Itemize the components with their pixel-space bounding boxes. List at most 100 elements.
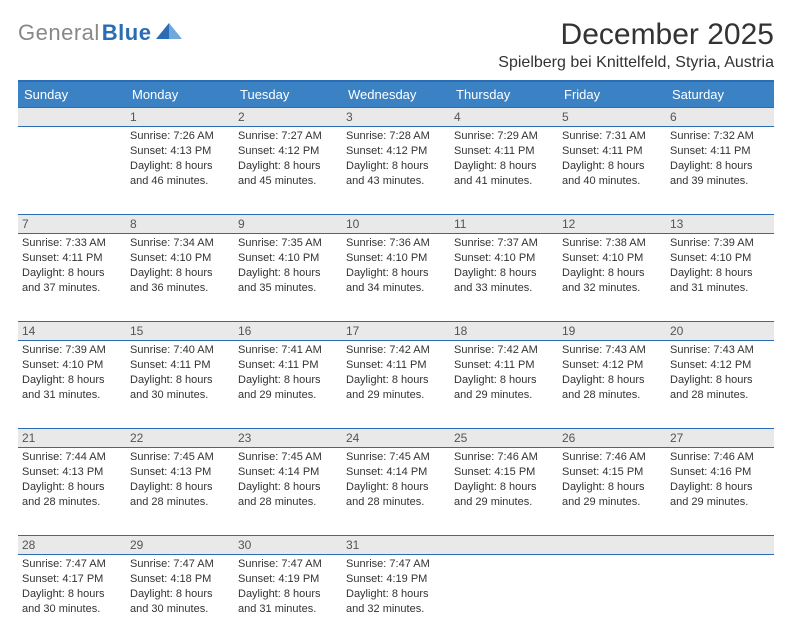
daylight-text: Daylight: 8 hours	[454, 373, 554, 388]
day-content: Sunrise: 7:33 AMSunset: 4:11 PMDaylight:…	[22, 236, 122, 295]
daylight-text: and 28 minutes.	[346, 495, 446, 510]
day-content: Sunrise: 7:45 AMSunset: 4:14 PMDaylight:…	[238, 450, 338, 509]
day-number-cell: 21	[18, 429, 126, 448]
day-content: Sunrise: 7:35 AMSunset: 4:10 PMDaylight:…	[238, 236, 338, 295]
day-content: Sunrise: 7:47 AMSunset: 4:17 PMDaylight:…	[22, 557, 122, 616]
daylight-text: Daylight: 8 hours	[562, 159, 662, 174]
week-row: Sunrise: 7:44 AMSunset: 4:13 PMDaylight:…	[18, 448, 774, 536]
daylight-text: Daylight: 8 hours	[346, 480, 446, 495]
day-number-row: 123456	[18, 108, 774, 127]
daylight-text: Daylight: 8 hours	[454, 266, 554, 281]
day-number-row: 78910111213	[18, 215, 774, 234]
day-number-cell: 5	[558, 108, 666, 127]
day-cell: Sunrise: 7:33 AMSunset: 4:11 PMDaylight:…	[18, 234, 126, 322]
day-cell: Sunrise: 7:47 AMSunset: 4:18 PMDaylight:…	[126, 555, 234, 643]
daylight-text: and 43 minutes.	[346, 174, 446, 189]
sunset-text: Sunset: 4:10 PM	[22, 358, 122, 373]
sunrise-text: Sunrise: 7:27 AM	[238, 129, 338, 144]
sunset-text: Sunset: 4:10 PM	[346, 251, 446, 266]
day-cell: Sunrise: 7:34 AMSunset: 4:10 PMDaylight:…	[126, 234, 234, 322]
week-row: Sunrise: 7:26 AMSunset: 4:13 PMDaylight:…	[18, 127, 774, 215]
title-block: December 2025 Spielberg bei Knittelfeld,…	[498, 18, 774, 72]
sunrise-text: Sunrise: 7:42 AM	[346, 343, 446, 358]
day-number-cell: 1	[126, 108, 234, 127]
sunset-text: Sunset: 4:17 PM	[22, 572, 122, 587]
day-number-cell: 10	[342, 215, 450, 234]
day-cell	[18, 127, 126, 215]
day-number-cell: 3	[342, 108, 450, 127]
sunrise-text: Sunrise: 7:28 AM	[346, 129, 446, 144]
daylight-text: Daylight: 8 hours	[22, 266, 122, 281]
day-cell: Sunrise: 7:37 AMSunset: 4:10 PMDaylight:…	[450, 234, 558, 322]
day-content: Sunrise: 7:43 AMSunset: 4:12 PMDaylight:…	[670, 343, 770, 402]
header: GeneralBlue December 2025 Spielberg bei …	[18, 18, 774, 72]
day-cell: Sunrise: 7:45 AMSunset: 4:14 PMDaylight:…	[342, 448, 450, 536]
day-cell: Sunrise: 7:47 AMSunset: 4:17 PMDaylight:…	[18, 555, 126, 643]
daylight-text: Daylight: 8 hours	[670, 480, 770, 495]
day-number-cell: 23	[234, 429, 342, 448]
day-number-cell: 20	[666, 322, 774, 341]
sunset-text: Sunset: 4:10 PM	[454, 251, 554, 266]
logo-text-blue: Blue	[102, 20, 152, 46]
sunset-text: Sunset: 4:11 PM	[238, 358, 338, 373]
week-row: Sunrise: 7:33 AMSunset: 4:11 PMDaylight:…	[18, 234, 774, 322]
sunset-text: Sunset: 4:18 PM	[130, 572, 230, 587]
day-content: Sunrise: 7:40 AMSunset: 4:11 PMDaylight:…	[130, 343, 230, 402]
daylight-text: Daylight: 8 hours	[130, 159, 230, 174]
day-number-cell: 13	[666, 215, 774, 234]
day-cell: Sunrise: 7:39 AMSunset: 4:10 PMDaylight:…	[18, 341, 126, 429]
sunrise-text: Sunrise: 7:47 AM	[238, 557, 338, 572]
day-content: Sunrise: 7:45 AMSunset: 4:14 PMDaylight:…	[346, 450, 446, 509]
day-content: Sunrise: 7:46 AMSunset: 4:16 PMDaylight:…	[670, 450, 770, 509]
day-number-row: 28293031	[18, 536, 774, 555]
sunset-text: Sunset: 4:12 PM	[238, 144, 338, 159]
daylight-text: and 37 minutes.	[22, 281, 122, 296]
day-cell: Sunrise: 7:45 AMSunset: 4:14 PMDaylight:…	[234, 448, 342, 536]
day-content: Sunrise: 7:29 AMSunset: 4:11 PMDaylight:…	[454, 129, 554, 188]
daylight-text: Daylight: 8 hours	[130, 480, 230, 495]
daylight-text: and 31 minutes.	[238, 602, 338, 617]
daylight-text: and 28 minutes.	[670, 388, 770, 403]
sunrise-text: Sunrise: 7:46 AM	[670, 450, 770, 465]
sunrise-text: Sunrise: 7:39 AM	[670, 236, 770, 251]
day-number-cell: 11	[450, 215, 558, 234]
sunset-text: Sunset: 4:13 PM	[130, 465, 230, 480]
daylight-text: and 30 minutes.	[130, 388, 230, 403]
daylight-text: and 33 minutes.	[454, 281, 554, 296]
day-cell: Sunrise: 7:45 AMSunset: 4:13 PMDaylight:…	[126, 448, 234, 536]
daylight-text: Daylight: 8 hours	[454, 159, 554, 174]
sunrise-text: Sunrise: 7:37 AM	[454, 236, 554, 251]
daylight-text: and 29 minutes.	[454, 388, 554, 403]
day-cell: Sunrise: 7:29 AMSunset: 4:11 PMDaylight:…	[450, 127, 558, 215]
daylight-text: Daylight: 8 hours	[346, 587, 446, 602]
daylight-text: and 30 minutes.	[130, 602, 230, 617]
day-cell: Sunrise: 7:43 AMSunset: 4:12 PMDaylight:…	[558, 341, 666, 429]
day-content: Sunrise: 7:47 AMSunset: 4:18 PMDaylight:…	[130, 557, 230, 616]
sunrise-text: Sunrise: 7:47 AM	[346, 557, 446, 572]
sunrise-text: Sunrise: 7:40 AM	[130, 343, 230, 358]
daylight-text: and 46 minutes.	[130, 174, 230, 189]
day-cell: Sunrise: 7:35 AMSunset: 4:10 PMDaylight:…	[234, 234, 342, 322]
day-cell: Sunrise: 7:44 AMSunset: 4:13 PMDaylight:…	[18, 448, 126, 536]
daylight-text: Daylight: 8 hours	[562, 266, 662, 281]
day-number-cell: 26	[558, 429, 666, 448]
day-number-cell: 9	[234, 215, 342, 234]
daylight-text: and 32 minutes.	[562, 281, 662, 296]
day-cell: Sunrise: 7:31 AMSunset: 4:11 PMDaylight:…	[558, 127, 666, 215]
sunset-text: Sunset: 4:11 PM	[346, 358, 446, 373]
daylight-text: Daylight: 8 hours	[22, 480, 122, 495]
weekday-header: Friday	[558, 81, 666, 108]
day-content: Sunrise: 7:39 AMSunset: 4:10 PMDaylight:…	[670, 236, 770, 295]
day-number-row: 14151617181920	[18, 322, 774, 341]
day-number-cell: 4	[450, 108, 558, 127]
day-number-cell: 17	[342, 322, 450, 341]
day-content: Sunrise: 7:37 AMSunset: 4:10 PMDaylight:…	[454, 236, 554, 295]
daylight-text: and 29 minutes.	[454, 495, 554, 510]
day-number-cell: 27	[666, 429, 774, 448]
daylight-text: Daylight: 8 hours	[346, 266, 446, 281]
daylight-text: and 39 minutes.	[670, 174, 770, 189]
day-number-cell: 18	[450, 322, 558, 341]
sunset-text: Sunset: 4:13 PM	[22, 465, 122, 480]
day-number-cell: 30	[234, 536, 342, 555]
sunrise-text: Sunrise: 7:38 AM	[562, 236, 662, 251]
